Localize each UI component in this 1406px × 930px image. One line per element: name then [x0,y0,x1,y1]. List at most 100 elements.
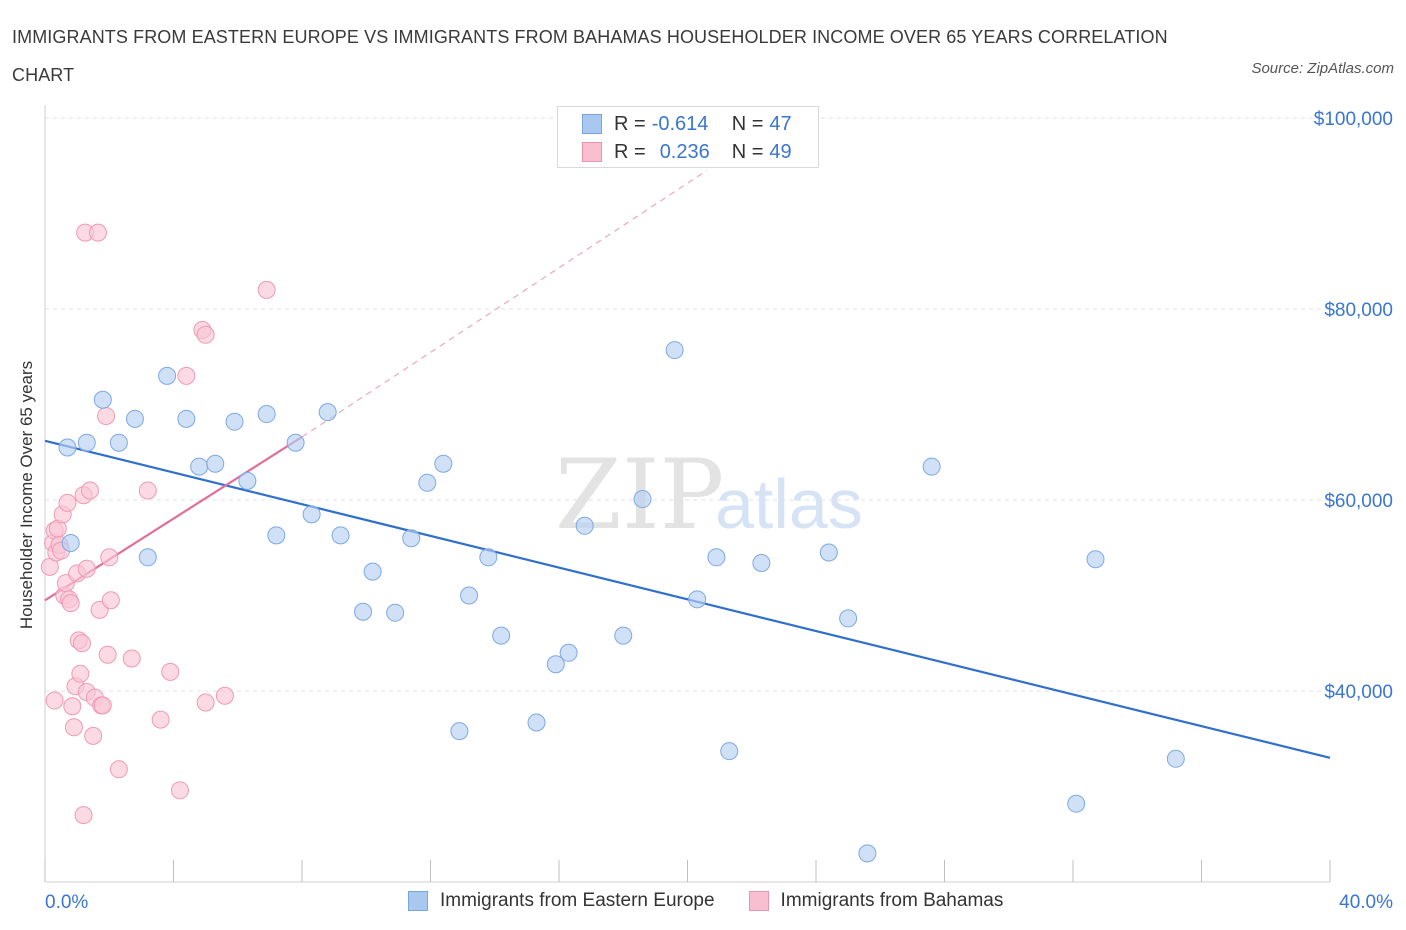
axes [44,105,1331,883]
point-bahamas [97,406,116,425]
point-bahamas [80,481,99,500]
point-eastern-europe [479,548,498,567]
point-bahamas [177,366,196,385]
tick-labels: $40,000 $60,000 $80,000 $100,000 0.0% 40.0% [45,109,1393,913]
point-eastern-europe [460,586,479,605]
point-eastern-europe [61,533,80,552]
point-bahamas [98,645,117,664]
point-bahamas [161,662,180,681]
point-eastern-europe [257,405,276,424]
point-bahamas [196,325,215,344]
point-bahamas [77,559,96,578]
gridlines [45,117,1330,692]
point-bahamas [196,693,215,712]
point-eastern-europe [614,626,633,645]
point-eastern-europe [109,433,128,452]
point-eastern-europe [354,602,373,621]
point-bahamas [64,718,83,737]
point-eastern-europe [386,603,405,622]
legend-n-value: 47 [769,112,792,135]
legend-n-value: 49 [769,140,792,163]
point-eastern-europe [922,457,941,476]
point-eastern-europe [177,409,196,428]
x-tick-label: 40.0% [1339,892,1393,913]
point-bahamas [170,781,189,800]
legend-item-eastern-europe: Immigrants from Eastern Europe [408,890,715,912]
legend-r-value: 0.236 [659,140,710,163]
trend-line-bahamas-extension [301,170,708,438]
point-bahamas [151,710,170,729]
point-bahamas [93,696,112,715]
point-bahamas [61,594,80,613]
trend-line-eastern-europe [44,439,1331,759]
point-bahamas [63,697,82,716]
chart-title: IMMIGRANTS FROM EASTERN EUROPE VS IMMIGR… [12,27,1168,85]
point-eastern-europe [331,526,350,545]
point-eastern-europe [1166,749,1185,768]
legend-swatch-blue [408,891,428,911]
point-bahamas [84,726,103,745]
point-eastern-europe [858,844,877,863]
y-tick-label: $60,000 [1324,491,1393,512]
point-eastern-europe [559,643,578,662]
legend-label: Immigrants from Bahamas [780,890,1004,911]
y-tick-label: $40,000 [1324,682,1393,703]
legend-swatch-pink [748,891,769,911]
point-bahamas [109,760,128,779]
point-eastern-europe [138,548,157,567]
point-bahamas [45,691,64,710]
legend-item-bahamas: Immigrants from Bahamas [748,890,1004,912]
point-eastern-europe [206,454,225,473]
point-eastern-europe [575,516,594,535]
point-eastern-europe [720,742,739,761]
point-bahamas [71,664,90,683]
watermark-atlas: atlas [715,465,863,543]
point-bahamas [215,686,234,705]
legend-swatch-pink [582,142,602,162]
legend-n-label: N = [731,140,764,163]
point-eastern-europe [450,722,469,741]
point-eastern-europe [125,409,144,428]
point-eastern-europe [402,529,421,548]
watermark: ZIP atlas [555,439,863,551]
point-eastern-europe [633,490,652,509]
point-eastern-europe [434,454,453,473]
point-eastern-europe [819,543,838,562]
y-tick-label: $100,000 [1314,109,1393,130]
point-eastern-europe [492,626,511,645]
legend-r-value: -0.614 [651,112,709,135]
point-eastern-europe [752,554,771,573]
point-eastern-europe [267,526,286,545]
point-bahamas [257,280,276,299]
point-eastern-europe [58,438,77,457]
legend-r-label: R = [614,112,646,135]
y-tick-label: $80,000 [1324,300,1393,321]
point-bahamas [74,806,93,825]
legend-swatch-blue [582,114,602,134]
point-bahamas [89,223,108,242]
point-eastern-europe [238,471,257,490]
x-tick-label: 0.0% [45,892,88,913]
legend-row-eastern-europe: R = -0.614 N = 47 [582,112,792,136]
point-eastern-europe [286,433,305,452]
point-bahamas [58,493,77,512]
source-label: Source: ZipAtlas.com [1251,60,1394,77]
point-bahamas [138,481,157,500]
point-eastern-europe [665,341,684,360]
data-points [40,223,1185,863]
point-eastern-europe [839,609,858,628]
point-eastern-europe [527,713,546,732]
point-eastern-europe [418,473,437,492]
point-eastern-europe [318,403,337,422]
legend-label: Immigrants from Eastern Europe [440,890,715,911]
point-bahamas [72,634,91,653]
point-eastern-europe [158,366,177,385]
point-bahamas [122,649,141,668]
point-eastern-europe [1086,550,1105,569]
point-eastern-europe [93,390,112,409]
point-eastern-europe [302,505,321,524]
point-bahamas [101,591,120,610]
point-eastern-europe [363,562,382,581]
legend-n-label: N = [731,112,764,135]
